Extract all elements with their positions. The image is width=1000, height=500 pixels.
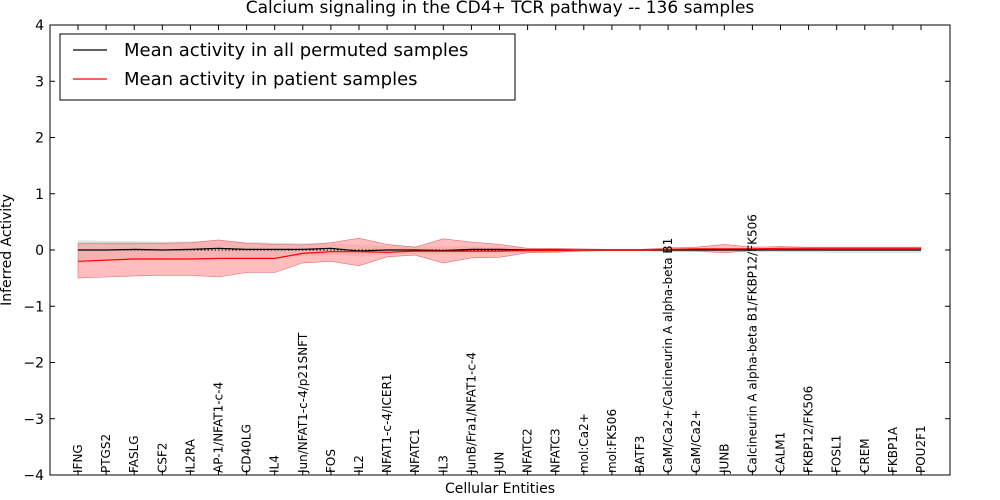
legend: Mean activity in all permuted samples Me… (59, 33, 516, 101)
x-category-label: FKBP12/FK506 (802, 386, 816, 473)
axes: −4 −3 −2 −1 0 1 2 3 4 IFNG PTGS2 FASLG CSF2 IL2RA AP-1… (23, 18, 950, 484)
x-category-label: POU2F1 (914, 425, 928, 473)
legend-box (59, 33, 516, 101)
x-category-label: JUN (493, 452, 507, 474)
y-tick-label: −2 (23, 356, 44, 372)
y-tick-label: 1 (35, 187, 44, 203)
legend-label-permuted: Mean activity in all permuted samples (124, 40, 468, 61)
x-category-label: CaM/Ca2+ (689, 409, 703, 473)
y-tick-label: 2 (35, 131, 44, 147)
x-category-label: CSF2 (155, 442, 169, 473)
x-category-label: Jun/NFAT1-c-4/p21SNFT (296, 332, 310, 474)
x-category-label: FOS (324, 449, 338, 473)
legend-label-patient: Mean activity in patient samples (124, 69, 418, 90)
x-category-label: JunB/Fra1/NFAT1-c-4 (464, 352, 478, 474)
x-category-label: FASLG (127, 435, 141, 473)
x-axis-title: Cellular Entities (445, 481, 555, 497)
x-category-label: CREM (858, 438, 872, 473)
x-category-label: IL2 (352, 455, 366, 473)
y-tick-label: −4 (23, 468, 44, 484)
x-category-label: FOSL1 (830, 435, 844, 473)
y-tick-label: −1 (23, 299, 44, 315)
y-tick-label: −3 (23, 412, 44, 428)
x-category-label: mol:Ca2+ (577, 413, 591, 473)
x-category-label: AP-1/NFAT1-c-4 (212, 382, 226, 473)
x-category-label: FKBP1A (886, 426, 900, 473)
x-category-label: NFATC3 (549, 428, 563, 473)
x-category-label: NFATC2 (521, 428, 535, 473)
x-category-label: CaM/Ca2+/Calcineurin A alpha-beta B1 (661, 238, 675, 473)
x-category-label: mol:FK506 (605, 409, 619, 473)
x-category-label: NFATC1 (408, 428, 422, 473)
y-axis-title: Inferred Activity (0, 194, 15, 306)
x-category-label: IL3 (436, 455, 450, 473)
plot-area (77, 237, 922, 279)
y-tick-label: 0 (35, 243, 44, 259)
x-category-label: CD40LG (240, 424, 254, 473)
permuted-series-line (78, 247, 921, 252)
x-category-label: BATF3 (633, 436, 647, 473)
x-category-label: PTGS2 (99, 434, 113, 473)
x-category-label: IFNG (71, 444, 85, 473)
y-tick-label: 3 (35, 74, 44, 90)
x-category-label: IL4 (268, 455, 282, 473)
y-tick-label: 4 (35, 18, 44, 34)
x-category-label: CALM1 (774, 432, 788, 473)
patient-series-line (77, 247, 921, 262)
x-category-label: Calcineurin A alpha-beta B1/FKBP12/FK506 (745, 214, 759, 473)
chart-title: Calcium signaling in the CD4+ TCR pathwa… (246, 0, 755, 18)
x-category-label: JUNB (717, 443, 731, 474)
x-category-label: IL2RA (183, 438, 197, 473)
x-category-label: NFAT1-c-4/ICER1 (380, 374, 394, 473)
